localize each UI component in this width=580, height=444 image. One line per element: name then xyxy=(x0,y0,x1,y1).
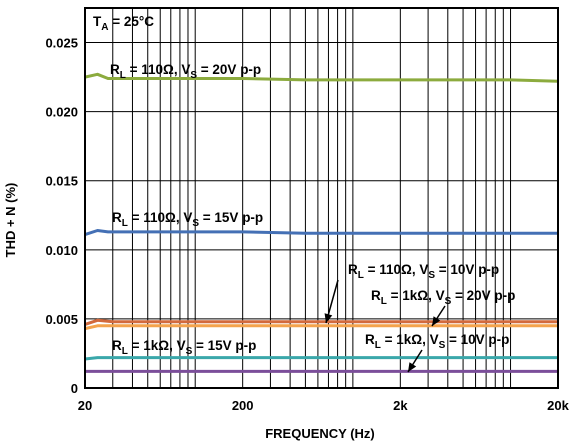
y-tick-label: 0.020 xyxy=(45,105,78,120)
y-tick-label: 0.015 xyxy=(45,174,78,189)
arrow-series-6 xyxy=(407,349,423,373)
arrow-series-3-head xyxy=(324,313,333,323)
temperature-condition-label: TA = 25°C xyxy=(93,14,154,33)
series-line-2 xyxy=(84,229,558,237)
series-label-4: RL = 1kΩ, VS = 20V p-p xyxy=(371,288,515,307)
series-label-1: RL = 110Ω, VS = 20V p-p xyxy=(110,62,261,81)
series-label-6: RL = 1kΩ, VS = 10V p-p xyxy=(365,332,509,351)
annotation-arrows xyxy=(324,279,446,373)
x-tick-label: 20k xyxy=(547,398,569,413)
x-axis-title: FREQUENCY (Hz) xyxy=(265,426,375,441)
series-line-4 xyxy=(84,324,558,331)
annotation-labels: TA = 25°C RL = 110Ω, VS = 20V p-p RL = 110… xyxy=(93,14,515,357)
y-axis-title: THD + N (%) xyxy=(3,183,18,258)
series-label-5: RL = 1kΩ, VS = 15V p-p xyxy=(112,338,256,357)
series-line-1 xyxy=(84,72,559,83)
series-lines xyxy=(84,72,559,373)
series-line-3 xyxy=(84,318,558,326)
tick-labels: 20 200 2k 20k 0 0.005 0.010 0.015 0.020 0.025 xyxy=(45,36,569,413)
arrow-series-6-head xyxy=(408,362,417,372)
series-line-5 xyxy=(84,356,558,361)
y-tick-label: 0.005 xyxy=(45,312,78,327)
x-tick-label: 200 xyxy=(232,398,254,413)
y-tick-label: 0 xyxy=(71,381,78,396)
arrow-series-3 xyxy=(324,279,339,324)
y-tick-label: 0.010 xyxy=(45,243,78,258)
x-tick-label: 2k xyxy=(393,398,408,413)
arrow-series-4 xyxy=(431,305,446,327)
series-label-3: RL = 110Ω, VS = 10V p-p xyxy=(348,262,499,281)
x-tick-label: 20 xyxy=(78,398,92,413)
y-tick-label: 0.025 xyxy=(45,36,78,51)
series-label-2: RL = 110Ω, VS = 15V p-p xyxy=(112,210,263,229)
plot-area-frame xyxy=(84,7,559,389)
arrow-series-4-head xyxy=(432,316,441,326)
